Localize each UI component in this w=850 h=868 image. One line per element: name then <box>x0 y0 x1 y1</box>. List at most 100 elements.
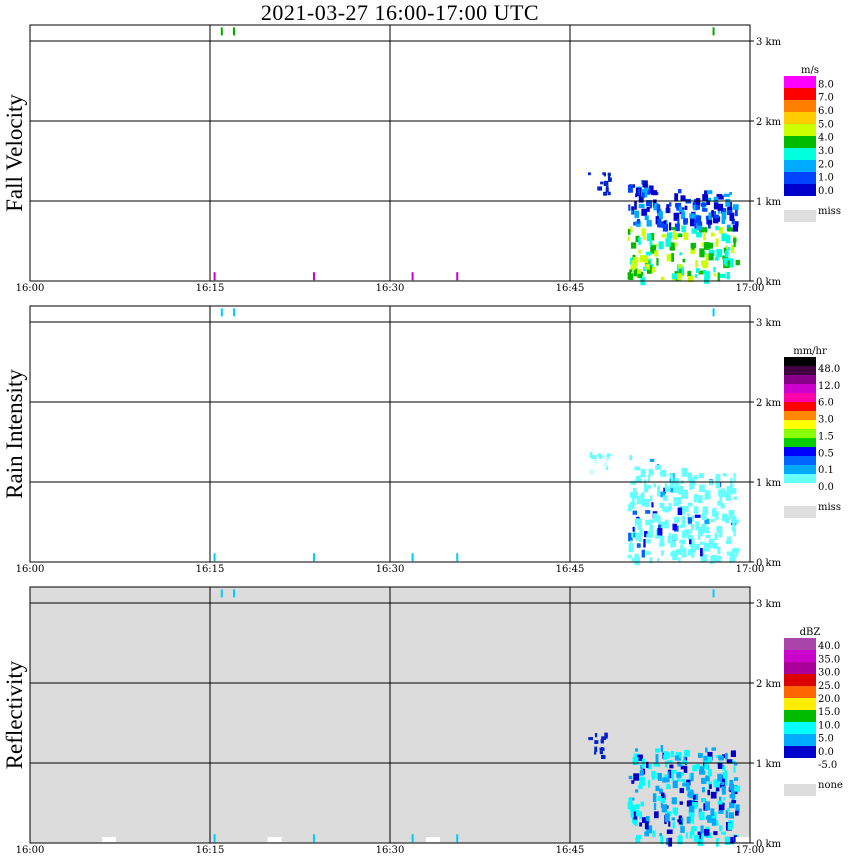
echo-cell <box>607 177 612 182</box>
echo-cell <box>660 798 666 804</box>
echo-speck <box>312 272 315 281</box>
echo-cell <box>658 241 664 250</box>
echo-layer <box>213 27 740 286</box>
echo-cell <box>731 527 736 531</box>
colorbar-swatch <box>784 483 816 492</box>
echo-cell <box>695 260 698 268</box>
echo-cell <box>690 247 696 254</box>
echo-cell <box>635 789 639 793</box>
plot-frame <box>29 586 751 844</box>
echo-cell <box>636 835 642 840</box>
echo-cell <box>601 737 607 741</box>
echo-cell <box>726 551 733 556</box>
echo-cell <box>709 543 715 549</box>
height-tick-label: 1 km <box>756 197 782 208</box>
echo-cell <box>605 465 609 470</box>
echo-cell <box>684 749 690 757</box>
echo-cell <box>700 555 705 563</box>
echo-cell <box>730 244 735 254</box>
echo-cell <box>678 557 681 563</box>
time-tick-label: 16:30 <box>376 845 405 856</box>
echo-cell <box>597 186 603 191</box>
echo-cell <box>701 260 706 266</box>
echo-cell <box>655 753 659 763</box>
echo-cell <box>699 541 705 545</box>
colorbar-label: 25.0 <box>818 681 840 692</box>
echo-cell <box>689 831 693 839</box>
echo-cell <box>704 760 709 770</box>
echo-cell <box>654 250 659 257</box>
echo-cell <box>704 518 710 525</box>
colorbar-swatch <box>784 88 816 100</box>
echo-cell <box>674 223 680 232</box>
echo-cell <box>681 209 685 218</box>
echo-cell <box>663 220 667 225</box>
echo-cell <box>707 814 713 823</box>
echo-cell <box>660 792 665 799</box>
echo-cell <box>724 517 730 524</box>
echo-cell <box>605 458 609 462</box>
echo-cell <box>695 268 700 273</box>
echo-cell <box>719 825 723 832</box>
echo-cell <box>637 496 642 505</box>
echo-cell <box>717 272 720 281</box>
echo-cell <box>705 747 708 753</box>
echo-speck <box>312 834 315 843</box>
echo-cell <box>702 208 708 212</box>
echo-cell <box>676 497 682 505</box>
echo-cell <box>659 521 666 528</box>
time-tick-label: 17:00 <box>736 845 765 856</box>
echo-cell <box>692 794 696 800</box>
echo-cell <box>701 513 707 521</box>
echo-cell <box>713 214 720 219</box>
echo-speck <box>312 553 315 562</box>
echo-cell <box>716 525 723 532</box>
echo-cell <box>634 479 637 483</box>
echo-cell <box>731 760 736 765</box>
echo-cell <box>678 486 684 495</box>
echo-cell <box>683 489 689 499</box>
panel-title: Reflectivity <box>2 660 27 769</box>
echo-cell <box>694 543 700 551</box>
echo-cell <box>730 516 737 523</box>
echo-cell <box>729 191 732 196</box>
echo-cell <box>680 826 685 833</box>
echo-cell <box>653 763 659 767</box>
echo-cell <box>686 782 690 791</box>
colorbar-missing-label: miss <box>818 502 841 513</box>
echo-speck <box>213 834 216 843</box>
echo-cell <box>630 540 633 546</box>
echo-cell <box>627 272 632 280</box>
echo-cell <box>703 829 710 836</box>
echo-cell <box>703 242 710 250</box>
echo-cell <box>666 253 672 262</box>
echo-cell <box>588 172 591 176</box>
colorbar-label: 0.1 <box>818 465 834 476</box>
echo-cell <box>660 276 665 280</box>
echo-cell <box>716 249 723 258</box>
echo-cell <box>657 485 661 494</box>
echo-cell <box>729 836 734 843</box>
echo-cell <box>668 222 672 231</box>
echo-cell <box>670 552 674 557</box>
echo-cell <box>726 272 730 280</box>
echo-cell <box>734 208 738 217</box>
panel-fall-velocity: 0 km 1 km 2 km 3 km 16:00 16:15 16:30 16:45 17:0… <box>2 24 841 294</box>
echo-cell <box>731 788 734 795</box>
echo-cell <box>693 506 699 514</box>
echo-cell <box>706 190 713 195</box>
echo-cell <box>722 766 726 771</box>
echo-cell <box>689 480 695 490</box>
echo-cell <box>603 191 608 196</box>
echo-cell <box>657 515 661 524</box>
colorbar-label: 0.0 <box>818 482 834 493</box>
echo-cell <box>701 787 705 793</box>
echo-cell <box>640 492 645 502</box>
echo-cell <box>602 454 607 459</box>
echo-cell <box>729 555 732 564</box>
colorbar-swatch <box>784 184 816 196</box>
echo-cell <box>719 527 723 536</box>
echo-cell <box>638 196 644 203</box>
echo-cell <box>673 501 679 507</box>
echo-cell <box>643 234 647 241</box>
